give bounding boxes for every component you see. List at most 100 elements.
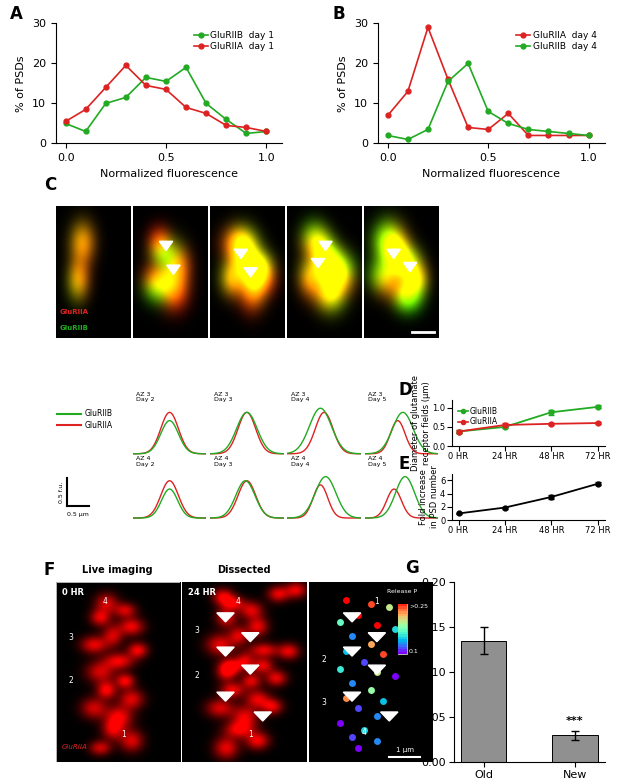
Text: GluRIIA: GluRIIA — [85, 421, 113, 429]
Text: AZ 4
Day 2: AZ 4 Day 2 — [136, 456, 155, 467]
FancyArrow shape — [167, 265, 180, 275]
Bar — [398, 629, 407, 632]
Text: AZ 4
Day 4: AZ 4 Day 4 — [291, 456, 310, 467]
Bar — [398, 632, 407, 634]
Bar — [552, 735, 598, 762]
Legend: GluRIIB, GluRIIA: GluRIIB, GluRIIA — [455, 404, 501, 429]
FancyArrow shape — [404, 262, 416, 272]
Title: Day 3: Day 3 — [234, 196, 260, 205]
Bar — [398, 650, 407, 652]
Bar — [398, 604, 407, 654]
Bar — [398, 642, 407, 644]
Text: AZ 3
Day 5: AZ 3 Day 5 — [368, 391, 387, 402]
Text: G: G — [405, 559, 420, 577]
Text: 1 μm: 1 μm — [395, 747, 414, 752]
Text: 0.1: 0.1 — [409, 650, 419, 654]
Text: AZ 3
Day 2: AZ 3 Day 2 — [136, 391, 155, 402]
Text: GluRIIB: GluRIIB — [85, 409, 113, 419]
Title: Day 4: Day 4 — [311, 196, 337, 205]
Text: AZ 3
Day 3: AZ 3 Day 3 — [213, 391, 232, 402]
Title: Day 5: Day 5 — [388, 196, 415, 205]
Bar — [398, 626, 407, 629]
Text: GluRIIA: GluRIIA — [59, 309, 88, 315]
Bar — [398, 634, 407, 636]
Title: Day 1: Day 1 — [80, 196, 105, 205]
Text: 3: 3 — [321, 698, 326, 706]
Bar — [398, 652, 407, 654]
Y-axis label: % of PSDs: % of PSDs — [338, 55, 349, 112]
Bar — [398, 644, 407, 647]
FancyArrow shape — [159, 241, 173, 251]
Text: GluRIIA: GluRIIA — [62, 744, 88, 750]
Text: 0.5 μm: 0.5 μm — [67, 512, 89, 517]
Text: AZ 4
Day 5: AZ 4 Day 5 — [368, 456, 387, 467]
Text: 3: 3 — [68, 633, 73, 642]
Text: Live imaging: Live imaging — [82, 565, 153, 575]
X-axis label: Normalized fluorescence: Normalized fluorescence — [422, 169, 560, 179]
Bar — [398, 606, 407, 609]
FancyArrow shape — [368, 665, 386, 675]
Text: 0 HR: 0 HR — [62, 587, 84, 597]
Text: C: C — [44, 176, 57, 194]
Text: 0.5 f.u.: 0.5 f.u. — [59, 482, 64, 503]
FancyArrow shape — [217, 613, 234, 622]
Text: 24 HR: 24 HR — [188, 587, 217, 597]
FancyArrow shape — [368, 633, 386, 642]
FancyArrow shape — [217, 647, 234, 656]
Bar — [398, 609, 407, 612]
Text: 1: 1 — [248, 731, 253, 739]
Text: 1: 1 — [122, 731, 126, 739]
FancyArrow shape — [312, 258, 325, 268]
FancyArrow shape — [381, 712, 398, 721]
Bar — [398, 604, 407, 606]
Text: 4: 4 — [236, 597, 241, 606]
Title: Day 2: Day 2 — [157, 196, 183, 205]
Bar — [398, 624, 407, 626]
X-axis label: Normalized fluorescence: Normalized fluorescence — [100, 169, 238, 179]
Text: 4: 4 — [362, 728, 367, 738]
Y-axis label: Pr: Pr — [403, 667, 416, 678]
Y-axis label: Fold increase
in PSD number: Fold increase in PSD number — [419, 465, 439, 528]
Text: F: F — [43, 561, 54, 579]
Bar — [398, 616, 407, 619]
Text: B: B — [333, 5, 345, 23]
Text: >0.25: >0.25 — [409, 604, 428, 609]
FancyArrow shape — [254, 712, 271, 721]
Bar — [398, 622, 407, 624]
FancyArrow shape — [242, 633, 259, 642]
Text: A: A — [10, 5, 23, 23]
FancyArrow shape — [217, 692, 234, 701]
Text: D: D — [398, 381, 412, 399]
Text: 4: 4 — [102, 597, 107, 606]
Y-axis label: % of PSDs: % of PSDs — [16, 55, 26, 112]
FancyArrow shape — [319, 241, 332, 251]
Text: AZ 3
Day 4: AZ 3 Day 4 — [291, 391, 310, 402]
Text: E: E — [398, 455, 410, 473]
Bar — [461, 641, 507, 762]
FancyArrow shape — [244, 268, 257, 277]
Text: Release P: Release P — [387, 589, 417, 594]
Text: 1: 1 — [375, 597, 379, 606]
FancyArrow shape — [242, 665, 259, 675]
Text: AZ 4
Day 3: AZ 4 Day 3 — [213, 456, 232, 467]
Text: 2: 2 — [68, 676, 73, 685]
Text: GluRIIB: GluRIIB — [59, 325, 88, 331]
Legend: GluRIIA  day 4, GluRIIB  day 4: GluRIIA day 4, GluRIIB day 4 — [513, 28, 600, 55]
FancyArrow shape — [343, 692, 361, 701]
Text: Dissected: Dissected — [217, 565, 271, 575]
Text: ***: *** — [566, 717, 584, 727]
Bar — [398, 619, 407, 622]
Legend: GluRIIB  day 1, GluRIIA  day 1: GluRIIB day 1, GluRIIA day 1 — [191, 28, 278, 55]
Text: 2: 2 — [194, 671, 199, 680]
FancyArrow shape — [343, 613, 361, 622]
Bar — [398, 640, 407, 642]
Bar — [398, 612, 407, 614]
Text: 3: 3 — [194, 626, 199, 635]
Y-axis label: Diameter of glutamate
receptor fields (μm): Diameter of glutamate receptor fields (μ… — [412, 375, 431, 471]
FancyArrow shape — [387, 249, 400, 258]
FancyArrow shape — [234, 249, 247, 258]
Bar — [398, 647, 407, 650]
Text: 2: 2 — [321, 654, 326, 664]
FancyArrow shape — [343, 647, 361, 656]
Bar — [398, 614, 407, 616]
